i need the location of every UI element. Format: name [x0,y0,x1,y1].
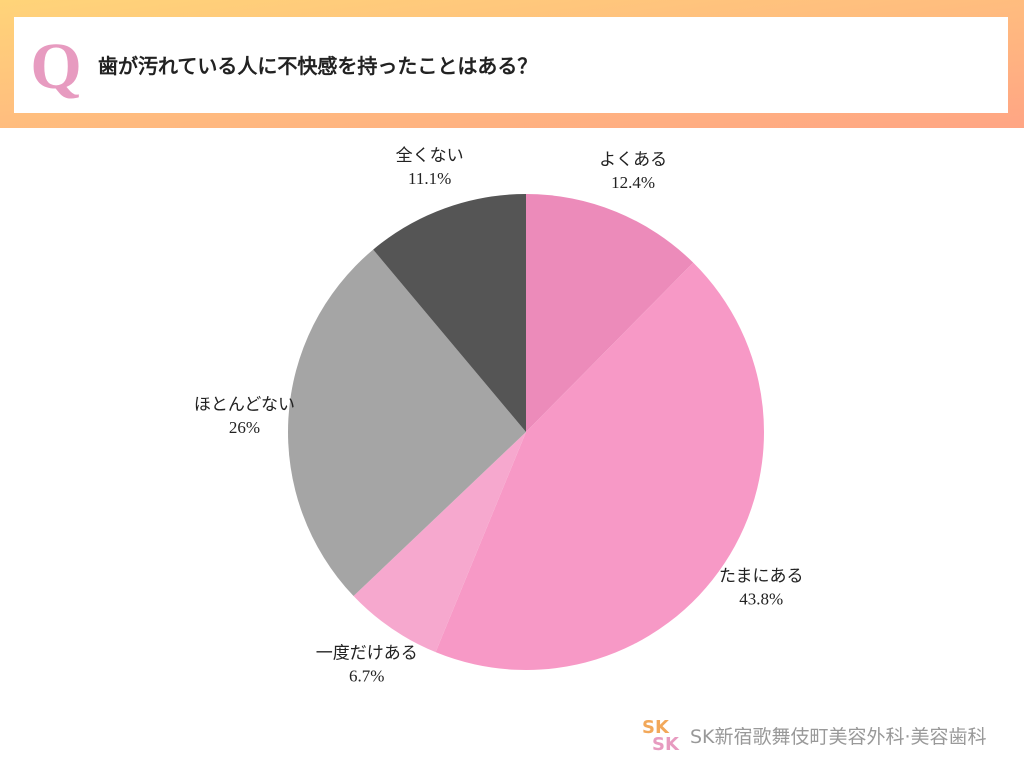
slice-label: 一度だけある [316,644,418,664]
logo: SK SK SK新宿歌舞伎町美容外科·美容歯科 [642,717,987,755]
slice-label: たまにある [719,567,804,587]
logo-text: SK新宿歌舞伎町美容外科·美容歯科 [690,726,987,748]
slice-value: 43.8% [739,590,783,609]
logo-icon: SK [652,734,680,755]
pie-slice [353,432,526,653]
slice-value: 6.7% [349,667,384,686]
pie-slice [526,194,694,432]
pie-slice [373,194,526,432]
header-box [14,17,1008,113]
logo-icon: SK [642,717,670,738]
slice-value: 12.4% [611,173,655,192]
pie: よくある 12.4% たまにある 43.8% 一度だけある 6.7% ほとんどない 26% 全く… [194,146,804,686]
slice-value: 26% [229,418,260,437]
slice-value: 11.1% [408,169,451,188]
pie-slice [435,262,765,671]
q-mark: Q [30,30,81,103]
title: 歯が汚れている人に不快感を持ったことはある？ [98,54,537,78]
slice-label: 全くない [396,146,464,166]
pie-slice [288,249,526,597]
slice-label: よくある [599,150,667,170]
slice-label: ほとんどない [194,395,295,415]
